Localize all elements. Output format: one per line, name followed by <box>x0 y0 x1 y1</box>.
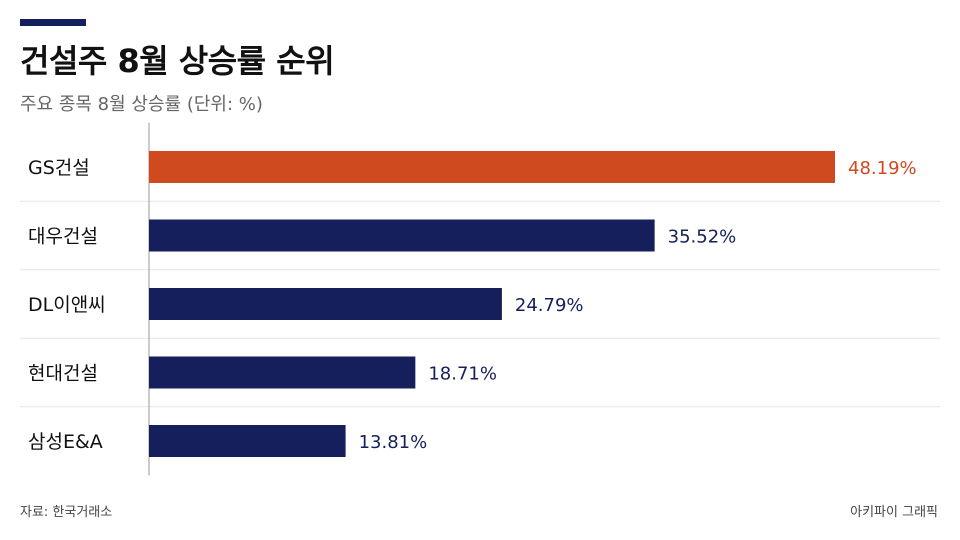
category-label: DL이앤씨 <box>28 294 106 316</box>
value-label: 24.79% <box>515 295 584 316</box>
category-label: GS건설 <box>28 157 90 179</box>
title-accent-bar <box>20 19 86 26</box>
category-label: 대우건설 <box>28 226 98 248</box>
bar <box>149 151 835 183</box>
bar <box>149 425 346 457</box>
bar <box>149 356 416 389</box>
chart-title: 건설주 8월 상승률 순위 <box>20 42 335 80</box>
chart-subtitle: 주요 종목 8월 상승률 (단위: %) <box>20 94 263 115</box>
bar <box>149 288 502 320</box>
category-label: 삼성E&A <box>28 431 103 453</box>
value-label: 18.71% <box>428 364 497 385</box>
bar <box>149 219 655 252</box>
graphic-credit: 아키파이 그래픽 <box>850 505 938 520</box>
value-label: 35.52% <box>668 227 737 248</box>
source-note: 자료: 한국거래소 <box>20 505 113 520</box>
value-label: 13.81% <box>359 432 428 453</box>
category-label: 현대건설 <box>28 363 98 385</box>
value-label: 48.19% <box>848 158 917 179</box>
